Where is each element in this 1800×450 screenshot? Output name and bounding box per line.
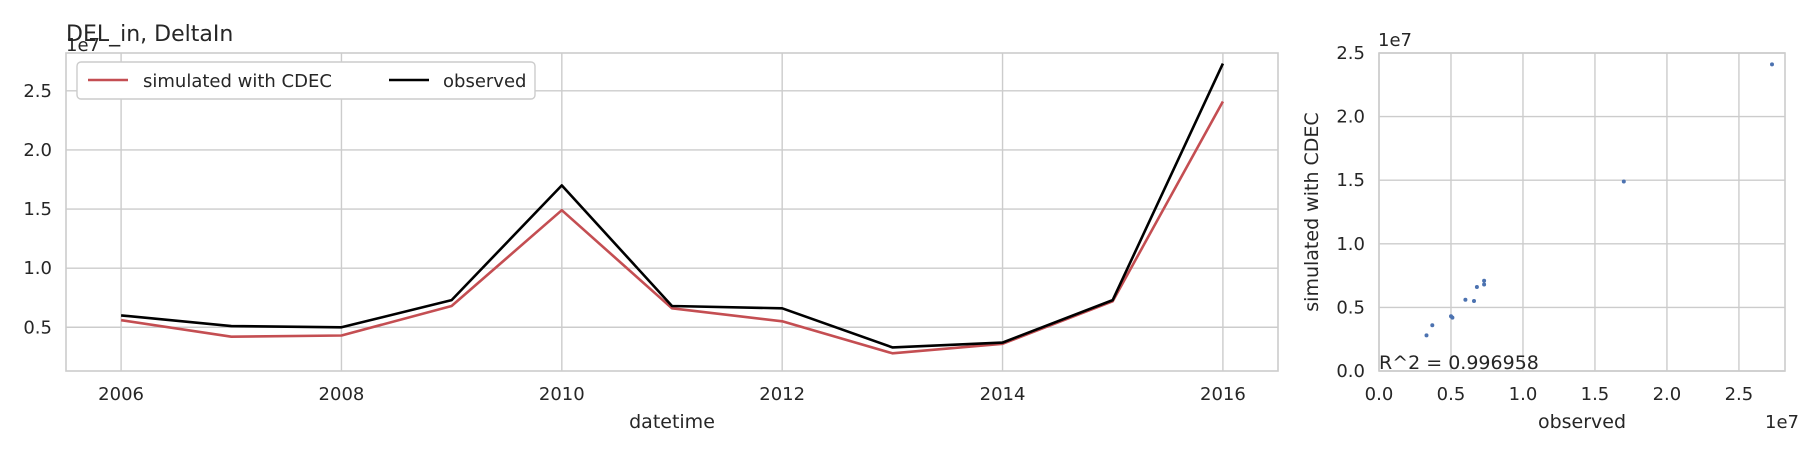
x-tick-label: 2.5: [1725, 384, 1754, 405]
scatter-point: [1621, 179, 1626, 184]
legend-label: observed: [443, 71, 526, 92]
y-tick-label: 1.5: [1336, 170, 1365, 191]
scatter-point: [1472, 299, 1476, 303]
x-tick-label: 0.5: [1437, 384, 1466, 405]
scatter-point: [1482, 278, 1487, 283]
series-line: [120, 63, 1225, 349]
series-line: [120, 100, 1225, 355]
x-tick-label: 0.0: [1365, 384, 1394, 405]
legend-label: simulated with CDEC: [143, 71, 332, 92]
x-tick-label: 2014: [980, 384, 1026, 405]
x-tick-label: 2012: [759, 384, 805, 405]
scatter-point: [1770, 62, 1774, 67]
y-tick-label: 0.0: [1336, 361, 1365, 382]
y-tick-label: 0.5: [1336, 297, 1365, 318]
x-tick-label: 2.0: [1653, 384, 1682, 405]
x-tick-label: 1.5: [1581, 384, 1610, 405]
plot-frame: [1378, 52, 1786, 372]
scatter-point: [1463, 297, 1468, 302]
y-tick-label: 1.5: [23, 199, 52, 220]
scatter-chart: 0.0 0.5 1.0 1.5 2.0 2.5 0.0 0.5 1.0 1.5 2.0 2.5 R^2 …: [1301, 30, 1799, 433]
x-tick-label: 1.0: [1509, 384, 1538, 405]
y-axis-label: simulated with CDEC: [1301, 112, 1323, 311]
y-tick-label: 2.0: [23, 140, 52, 161]
legend: simulated with CDEC observed: [76, 61, 536, 100]
x-tick-label: 2010: [539, 384, 585, 405]
timeseries-chart: 2006 2008 2010 2012 2014 2016 0.5 1.0 1.5 2.0 2.5 1…: [23, 35, 1279, 433]
x-tick-label: 2006: [98, 384, 144, 405]
x-axis-label: datetime: [629, 411, 715, 433]
y-offset-label: 1e7: [66, 35, 100, 56]
scatter-point: [1482, 282, 1487, 287]
scatter-point: [1424, 333, 1429, 338]
x-tick-label: 2008: [319, 384, 365, 405]
y-tick-label: 1.0: [23, 258, 52, 279]
y-tick-label: 2.5: [1336, 43, 1365, 64]
plot-frame: [65, 52, 1279, 372]
y-tick-label: 1.0: [1336, 234, 1365, 255]
scatter-point: [1430, 323, 1435, 328]
x-offset-label: 1e7: [1765, 412, 1799, 433]
x-axis-label: observed: [1538, 411, 1626, 433]
x-tick-label: 2016: [1200, 384, 1246, 405]
legend-box: [76, 61, 536, 100]
r2-annotation: R^2 = 0.996958: [1379, 352, 1539, 374]
scatter-point: [1474, 285, 1479, 289]
y-tick-label: 2.5: [23, 81, 52, 102]
y-offset-label: 1e7: [1378, 30, 1412, 51]
scatter-point: [1449, 314, 1453, 319]
y-tick-label: 2.0: [1336, 107, 1365, 128]
figure-title: DEL_in, DeltaIn: [66, 22, 233, 47]
y-tick-label: 0.5: [23, 317, 52, 338]
